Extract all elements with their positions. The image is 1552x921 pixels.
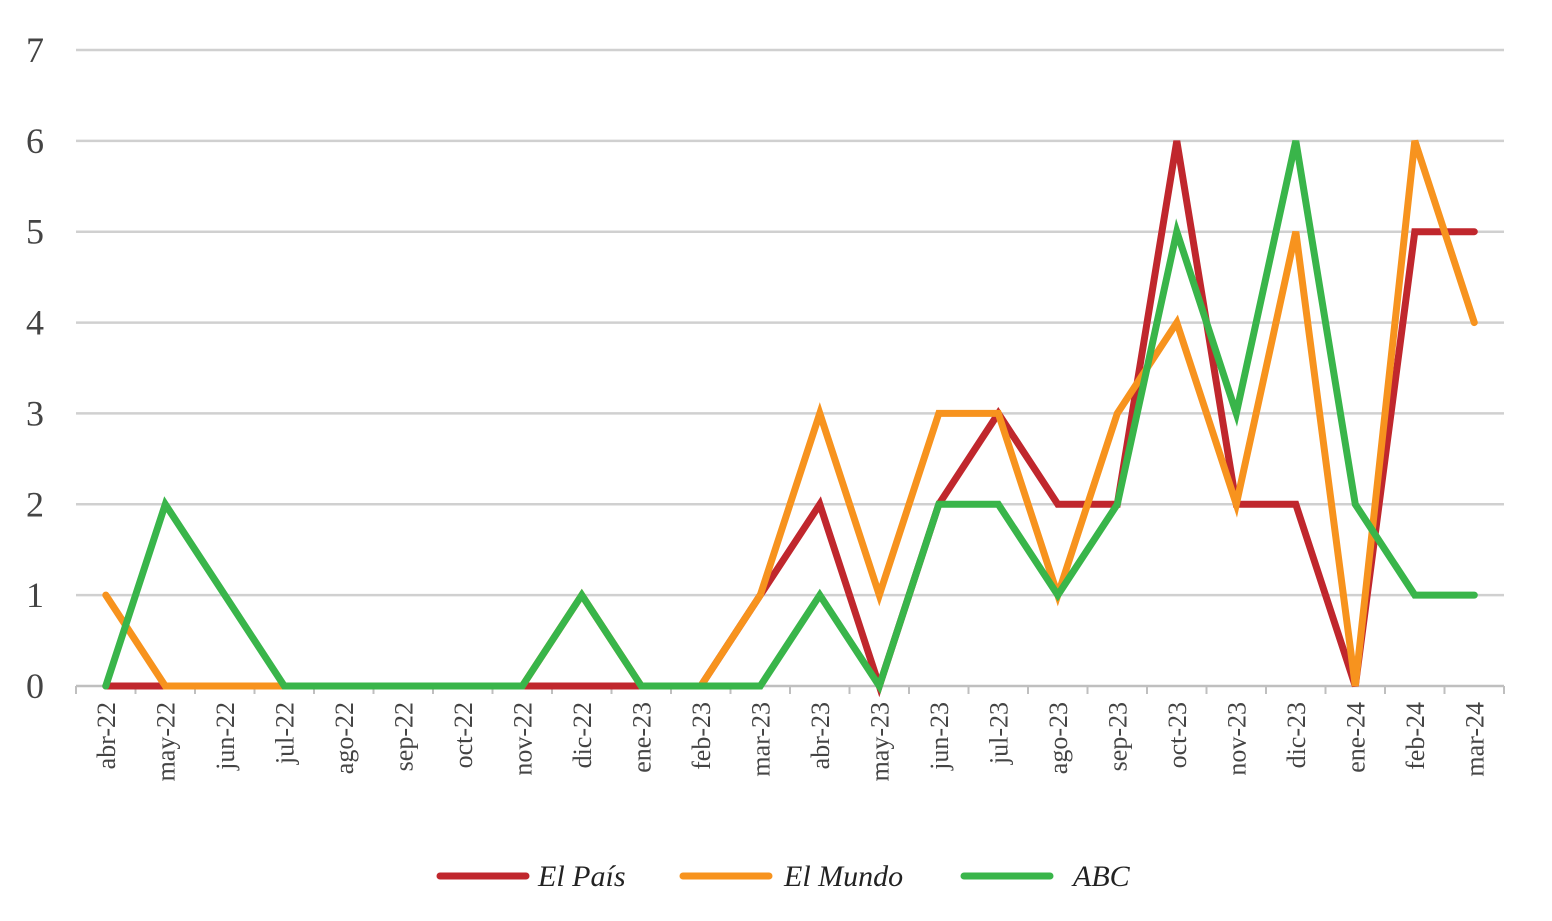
y-tick-label: 6 [26,121,44,161]
x-tick-label: ago-22 [330,702,359,774]
y-tick-label: 3 [26,393,44,433]
x-tick-label: dic-23 [1282,702,1311,768]
gridlines [76,48,1504,597]
y-tick-label: 2 [26,484,44,524]
y-tick-label: 7 [26,30,44,70]
y-tick-label: 1 [26,575,44,615]
y-tick-label: 0 [26,666,44,706]
x-tick-label: may-22 [151,702,180,781]
x-tick-label: feb-24 [1401,702,1430,770]
x-tick-label: nov-22 [508,702,537,776]
legend: El País El Mundo ABC [436,860,1131,893]
x-tick-label: jun-23 [925,702,954,771]
x-axis: abr-22 may-22 jun-22 jul-22 ago-22 sep-22 oct-… [75,684,1505,781]
x-tick-label: abr-23 [806,702,835,769]
x-tick-label: ene-24 [1341,702,1370,773]
x-tick-label: feb-23 [687,702,716,770]
x-tick-label: jun-22 [211,702,240,771]
x-tick-label: nov-23 [1222,702,1251,776]
y-axis-ticks: 0 1 2 3 4 5 6 7 [26,30,44,706]
legend-label-2: ABC [1071,860,1131,893]
series-lines [102,139,1478,698]
x-tick-label: jul-22 [270,702,299,765]
x-tick-label: ene-23 [627,702,656,773]
x-tick-label: oct-22 [449,702,478,768]
x-tick-label: sep-22 [389,702,418,771]
series-line-2 [102,140,1478,695]
x-tick-label: jul-23 [984,702,1013,765]
x-tick-label: sep-23 [1103,702,1132,771]
x-tick-label: may-23 [865,702,894,781]
x-tick-label: ago-23 [1044,702,1073,774]
y-tick-label: 4 [26,303,44,343]
x-tick-label: mar-23 [746,702,775,777]
y-tick-label: 5 [26,212,44,252]
x-tick-label: oct-23 [1163,702,1192,768]
x-tick-label: dic-22 [568,702,597,768]
legend-label-1: El Mundo [783,860,903,893]
x-tick-label: abr-22 [92,702,121,769]
x-tick-label: mar-24 [1460,702,1489,777]
legend-label-0: El País [537,860,626,893]
